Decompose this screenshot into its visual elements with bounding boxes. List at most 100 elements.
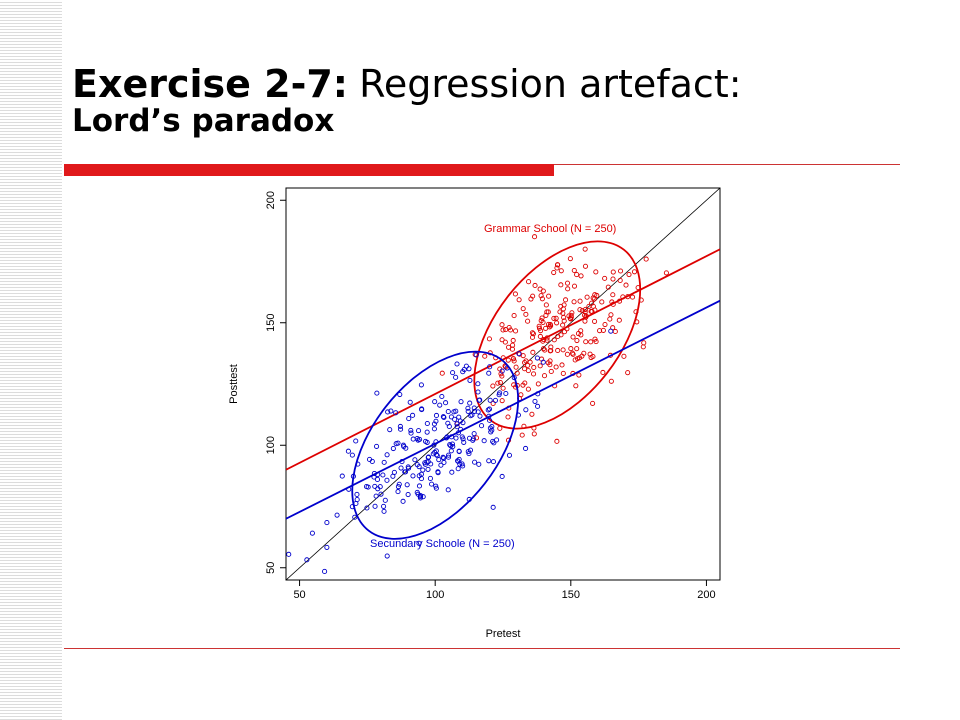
secondary-school-point bbox=[440, 454, 446, 460]
secondary-school-point bbox=[417, 495, 424, 501]
background-stripes bbox=[0, 0, 62, 720]
grammar-school-point bbox=[561, 318, 567, 324]
grammar-school-point bbox=[560, 322, 566, 328]
secondary-school-point bbox=[410, 473, 416, 479]
grammar-school-point bbox=[610, 292, 616, 298]
grammar-school-point bbox=[540, 346, 547, 352]
grammar-school-point bbox=[555, 333, 561, 340]
grammar-school-point bbox=[579, 308, 585, 314]
grammar-school-point bbox=[538, 318, 544, 324]
secondary-school-point bbox=[465, 405, 471, 411]
secondary-school-point bbox=[387, 427, 393, 433]
secondary-school-point bbox=[424, 420, 430, 427]
slide-title-bold: Exercise 2-7: bbox=[72, 62, 349, 106]
grammar-school-point bbox=[525, 386, 531, 392]
grammar-school-point bbox=[510, 342, 516, 348]
secondary-school-point bbox=[354, 491, 360, 497]
x-tick-label: 200 bbox=[697, 589, 715, 601]
secondary-school-point bbox=[465, 408, 471, 414]
slide-subtitle: Lord’s paradox bbox=[72, 103, 335, 140]
grammar-school-point bbox=[542, 347, 548, 353]
grammar-school-point bbox=[577, 307, 583, 313]
secondary-school-point bbox=[374, 390, 380, 396]
grammar-school-point bbox=[564, 351, 570, 357]
secondary-school-point bbox=[455, 466, 461, 472]
secondary-school-point bbox=[534, 355, 540, 361]
footer-rule bbox=[64, 648, 900, 649]
secondary-school-point bbox=[503, 390, 509, 397]
grammar-school-point bbox=[561, 329, 568, 335]
secondary-school-point bbox=[432, 449, 438, 455]
secondary-school-point bbox=[486, 458, 492, 464]
grammar-school-point bbox=[558, 282, 564, 288]
secondary-school-point bbox=[397, 423, 403, 430]
secondary-school-point bbox=[419, 406, 425, 412]
grammar-school-point bbox=[559, 362, 565, 368]
secondary-school-regression-line bbox=[286, 299, 720, 520]
grammar-school-point bbox=[551, 269, 557, 276]
grammar-school-point bbox=[577, 298, 583, 304]
secondary-school-point bbox=[418, 382, 424, 388]
secondary-school-point bbox=[489, 423, 495, 430]
secondary-school-point bbox=[452, 416, 458, 422]
grammar-school-point bbox=[602, 321, 608, 328]
grammar-school-point bbox=[498, 371, 504, 377]
secondary-school-point bbox=[433, 485, 439, 491]
grammar-school-point bbox=[555, 347, 561, 354]
secondary-school-point bbox=[408, 430, 414, 436]
grammar-school-point bbox=[548, 368, 554, 375]
secondary-school-point bbox=[381, 508, 387, 514]
y-tick-label: 150 bbox=[265, 314, 277, 332]
grammar-school-point bbox=[530, 371, 537, 377]
secondary-school-point bbox=[431, 421, 437, 427]
grammar-school-point bbox=[593, 339, 599, 345]
secondary-school-point bbox=[398, 465, 404, 471]
title-accent-bar bbox=[64, 164, 554, 176]
grammar-school-point bbox=[578, 332, 584, 338]
grammar-school-point bbox=[500, 385, 506, 391]
secondary-school-point bbox=[364, 505, 370, 511]
grammar-school-point bbox=[522, 380, 528, 386]
grammar-school-point bbox=[529, 411, 535, 417]
secondary-school-point bbox=[367, 456, 373, 462]
y-axis-label: Posttest bbox=[228, 364, 240, 404]
secondary-school-point bbox=[445, 409, 451, 415]
secondary-school-point bbox=[475, 381, 481, 387]
title-rule bbox=[554, 164, 900, 165]
secondary-school-point bbox=[445, 452, 452, 458]
secondary-school-point bbox=[372, 483, 378, 489]
secondary-school-point bbox=[424, 459, 430, 465]
secondary-school-point bbox=[381, 459, 387, 465]
secondary-school-point bbox=[424, 429, 430, 435]
grammar-school-point bbox=[599, 299, 605, 305]
secondary-school-ellipse bbox=[351, 350, 520, 540]
secondary-school-point bbox=[324, 544, 330, 550]
grammar-school-point bbox=[565, 286, 571, 292]
secondary-school-point bbox=[487, 397, 493, 403]
grammar-school-point bbox=[567, 256, 573, 262]
secondary-school-point bbox=[449, 469, 455, 475]
grammar-school-point bbox=[543, 312, 549, 318]
grammar-school-point bbox=[583, 339, 589, 345]
secondary-school-point bbox=[414, 462, 420, 468]
secondary-school-point bbox=[472, 459, 478, 465]
secondary-school-point bbox=[388, 408, 394, 414]
secondary-school-point bbox=[390, 473, 396, 479]
secondary-school-point bbox=[390, 445, 396, 452]
grammar-school-point bbox=[548, 323, 554, 329]
grammar-school-point bbox=[499, 322, 505, 328]
secondary-school-label: Secundary Schoole (N = 250) bbox=[370, 538, 515, 550]
grammar-school-point bbox=[495, 380, 501, 386]
secondary-school-point bbox=[608, 328, 614, 334]
secondary-school-point bbox=[490, 504, 496, 510]
secondary-school-point bbox=[468, 413, 474, 419]
secondary-school-point bbox=[471, 408, 478, 414]
secondary-school-point bbox=[432, 399, 438, 405]
secondary-school-point bbox=[453, 408, 459, 414]
grammar-school-point bbox=[490, 383, 496, 389]
secondary-school-point bbox=[380, 472, 386, 478]
secondary-school-point bbox=[400, 498, 406, 504]
grammar-school-point bbox=[499, 337, 505, 343]
grammar-school-point bbox=[616, 317, 622, 323]
secondary-school-point bbox=[304, 557, 310, 563]
